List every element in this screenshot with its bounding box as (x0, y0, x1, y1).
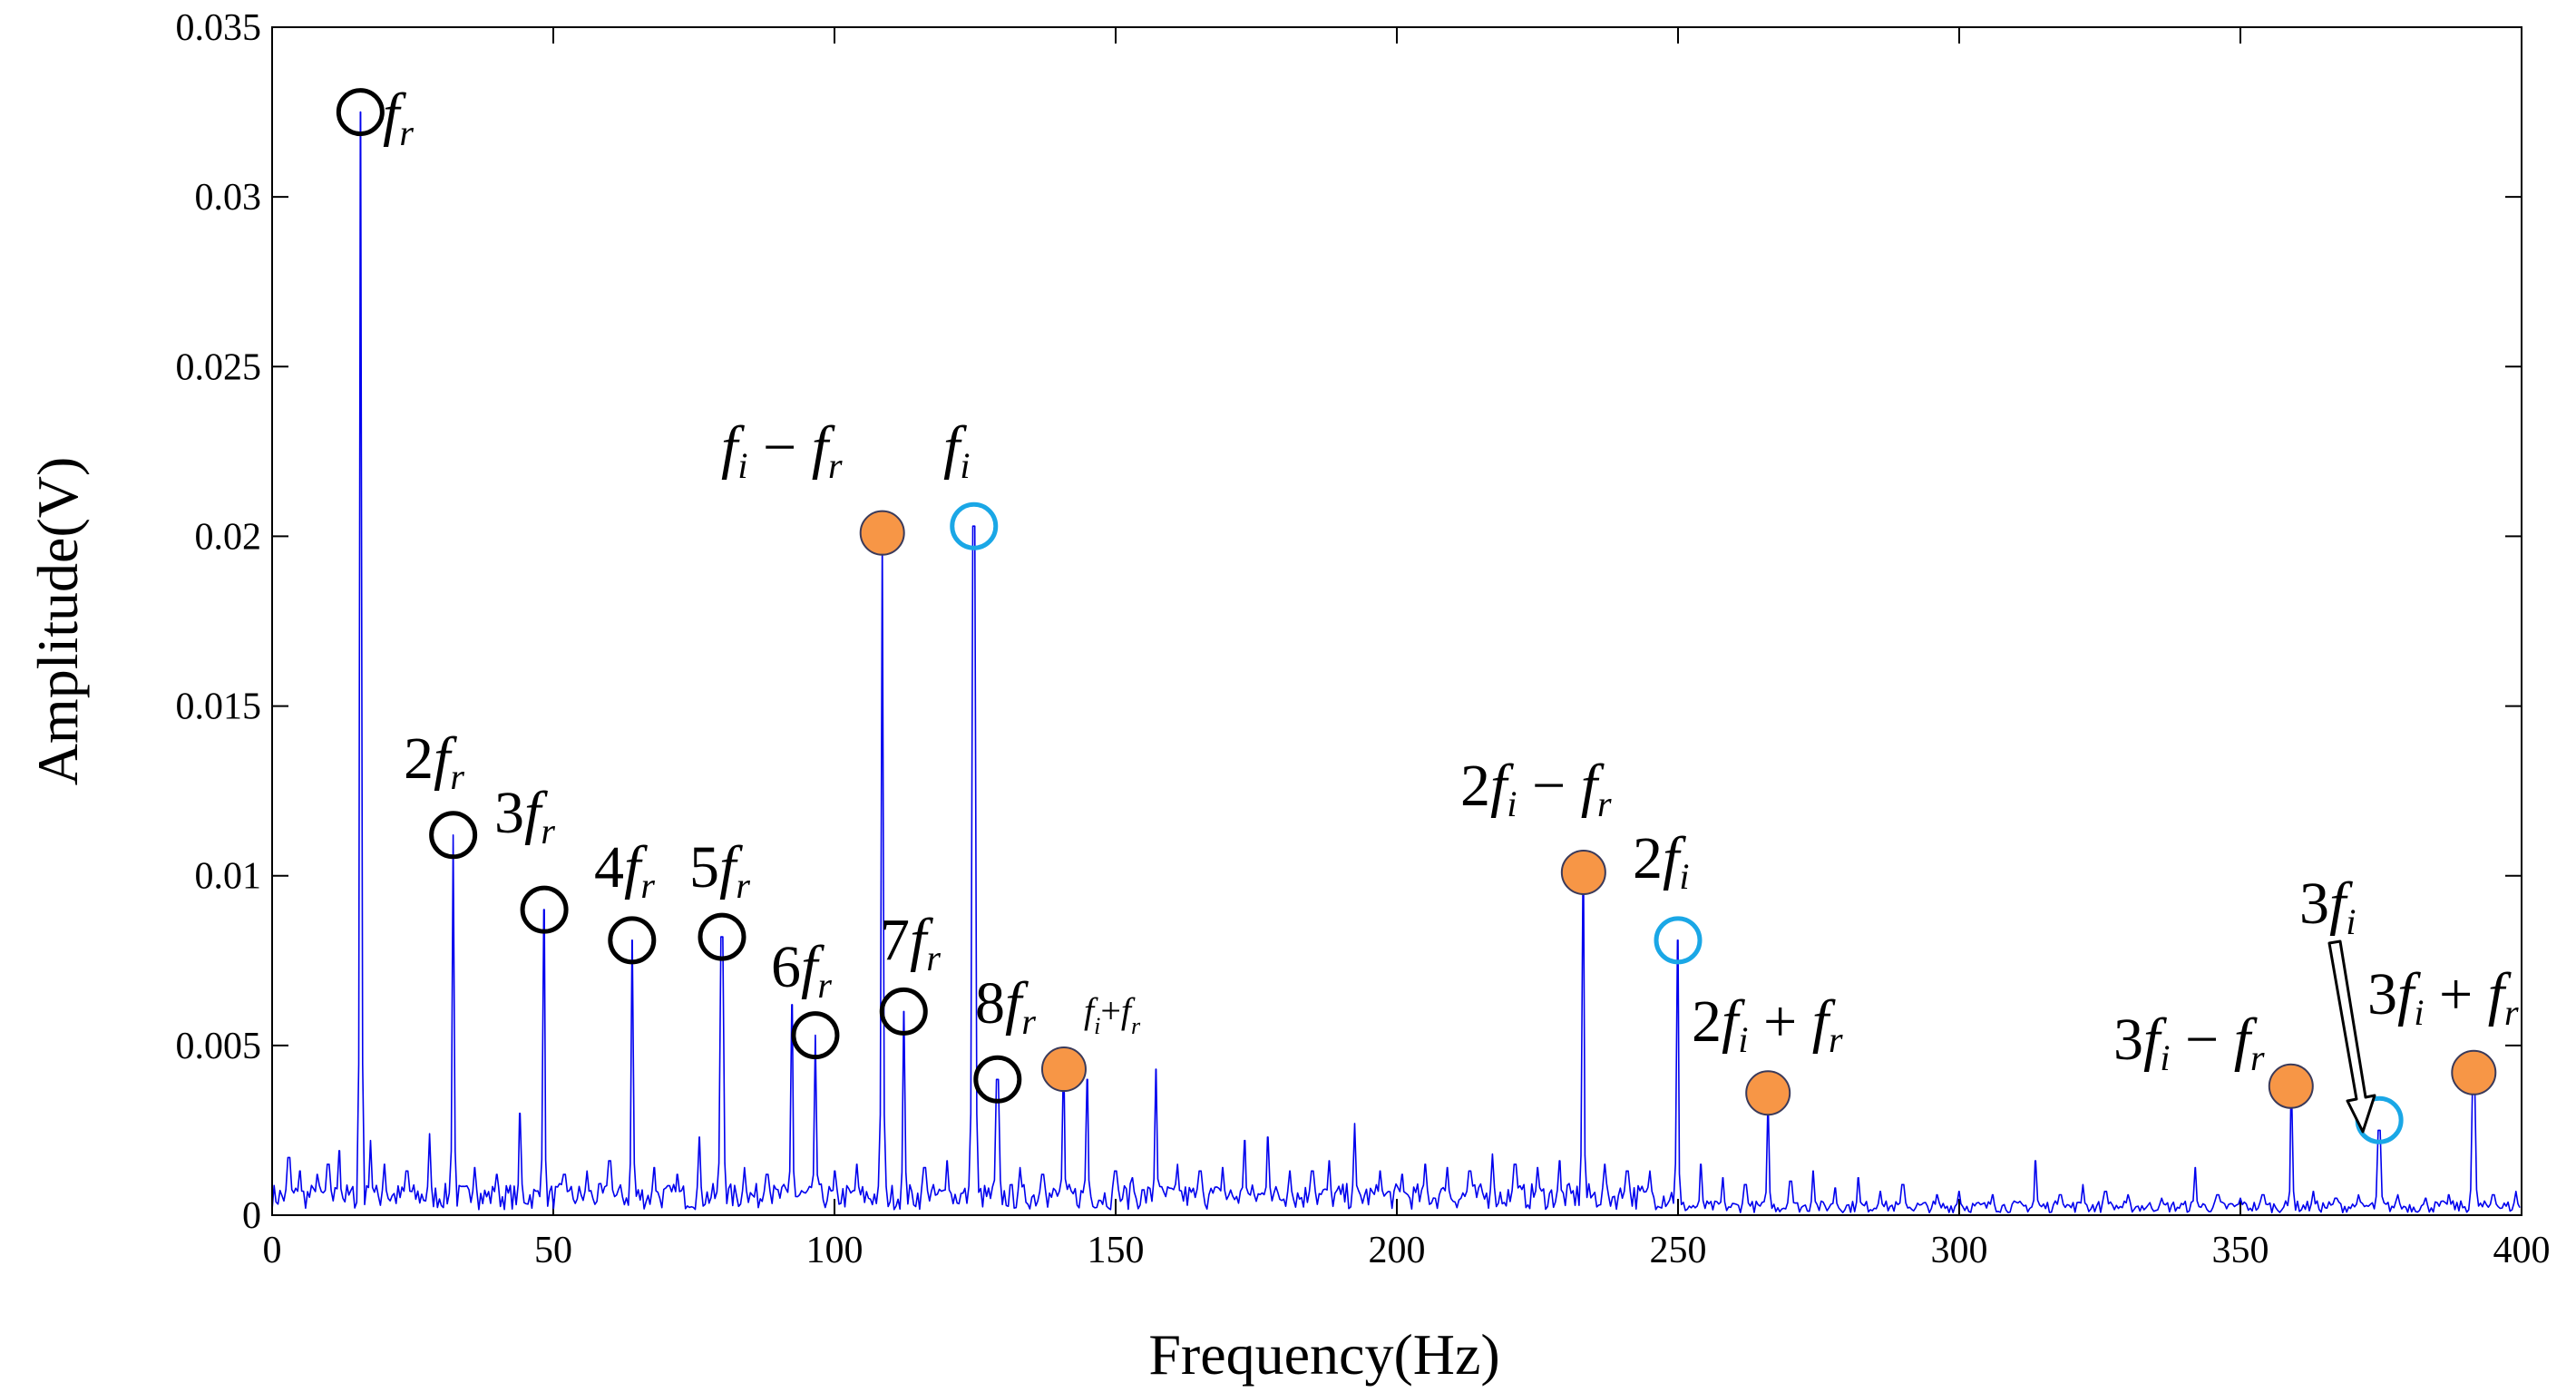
y-tick-label: 0.03 (195, 177, 262, 219)
x-tick-label: 250 (1650, 1230, 1707, 1271)
plot-frame (271, 26, 2522, 1216)
axis-tick-labels: 0 50 100 150 200 250 300 350 400 0 0.005 0.01 0.015 0… (176, 7, 2551, 1271)
marker-7fr (879, 987, 928, 1036)
x-tick-label: 300 (1931, 1230, 1988, 1271)
marker-2fr (429, 811, 478, 860)
label-2fi-minus-fr: 2fi − fr (1460, 753, 1612, 824)
annotation-markers (336, 88, 2497, 1144)
marker-2fi (1654, 916, 1703, 965)
label-4fr: 4fr (594, 834, 655, 906)
marker-fi (950, 501, 999, 550)
marker-fr (336, 88, 385, 137)
label-8fr: 8fr (975, 970, 1036, 1042)
x-tick-label: 350 (2212, 1230, 2269, 1271)
y-tick-label: 0.015 (176, 686, 262, 728)
label-fi-minus-fr: fi − fr (721, 414, 843, 486)
marker-8fr (973, 1055, 1022, 1104)
y-tick-label: 0.005 (176, 1026, 262, 1067)
label-2fi-plus-fr: 2fi + fr (1692, 988, 1843, 1060)
label-2fr: 2fr (404, 725, 464, 797)
marker-6fr (791, 1011, 840, 1060)
marker-2fi+fr (1745, 1070, 1791, 1116)
label-3fi-minus-fr: 3fi − fr (2113, 1007, 2265, 1078)
y-axis-title: Amplitude(V) (25, 457, 90, 786)
label-2fi: 2fi (1633, 825, 1689, 897)
x-tick-label: 150 (1088, 1230, 1145, 1271)
marker-4fr (608, 916, 657, 965)
spectrum-line (271, 111, 2521, 1213)
x-tick-label: 200 (1369, 1230, 1426, 1271)
x-tick-label: 0 (263, 1230, 282, 1271)
marker-5fr (698, 912, 746, 961)
y-tick-label: 0.025 (176, 346, 262, 388)
y-tick-label: 0.035 (176, 7, 262, 49)
marker-3fi+fr (2451, 1049, 2497, 1095)
marker-3fr (520, 885, 569, 934)
series-layer (271, 111, 2521, 1213)
y-tick-label: 0 (242, 1195, 261, 1237)
label-3fi-plus-fr: 3fi + fr (2367, 961, 2519, 1033)
x-tick-label: 400 (2493, 1230, 2551, 1271)
marker-fi+fr (1040, 1046, 1087, 1093)
y-tick-label: 0.01 (195, 856, 262, 898)
marker-2fi-fr (1560, 849, 1606, 895)
marker-3fi-fr (2268, 1063, 2314, 1109)
x-tick-label: 50 (534, 1230, 572, 1271)
label-3fi: 3fi (2299, 871, 2356, 942)
y-tick-label: 0.02 (195, 516, 262, 558)
x-axis-title: Frequency(Hz) (1148, 1322, 1499, 1387)
arrow-3fi (2327, 939, 2376, 1134)
marker-fi-fr (859, 510, 905, 556)
x-tick-label: 100 (806, 1230, 864, 1271)
label-fi: fi (943, 414, 970, 486)
